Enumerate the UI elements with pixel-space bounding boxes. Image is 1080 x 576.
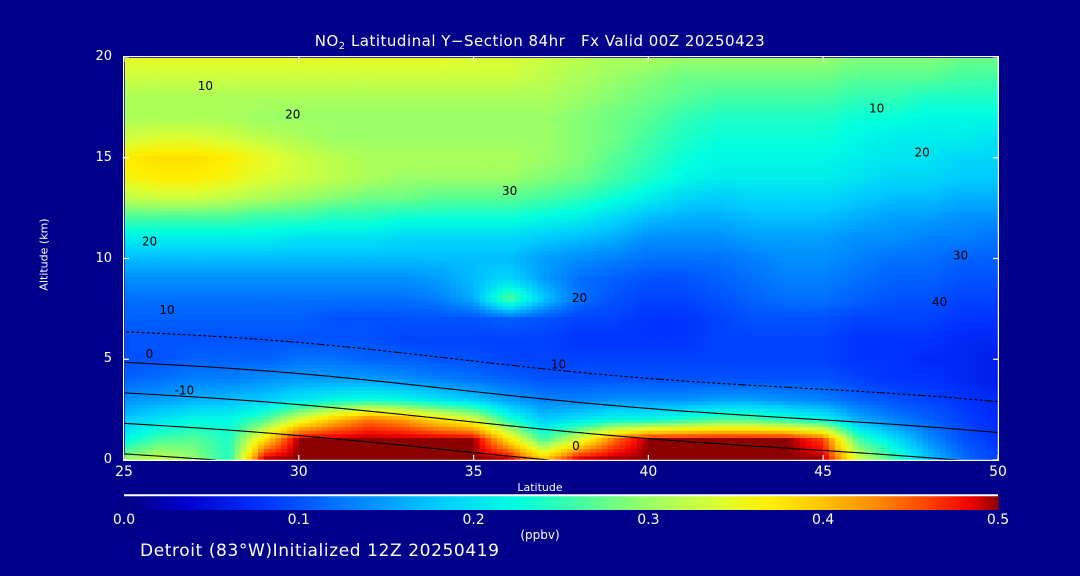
colorbar-tick-label: 0.5 (986, 512, 1010, 528)
title-subscript: 2 (338, 41, 346, 52)
contour-label: 30 (953, 249, 968, 263)
contour-label: 10 (159, 303, 174, 317)
x-tick-label: 45 (814, 464, 833, 480)
y-tick-label: 0 (103, 452, 112, 467)
colorbar-tick-label: 0.4 (812, 512, 835, 528)
contour-label: 0 (146, 347, 154, 361)
figure-title: NO2 Latitudinal Y−Section 84hr Fx Valid … (0, 32, 1080, 52)
colorbar-tick-label: 0.0 (112, 512, 136, 528)
figure-footer: Detroit (83°W)Initialized 12Z 20250419 (140, 541, 500, 561)
x-tick-label: 40 (639, 464, 658, 480)
y-axis-label: Altitude (km) (37, 218, 51, 291)
y-tick-label: 15 (95, 149, 112, 165)
plot-frame (123, 56, 999, 461)
cross-section-plot: 10 20 20 10 0 -10 30 20 10 0 10 20 30 40 (123, 56, 999, 461)
x-tick-label: 25 (115, 464, 133, 480)
y-tick-label: 5 (103, 351, 112, 367)
colorbar-tick-label: 0.2 (462, 512, 485, 528)
colorbar-tick-label: 0.1 (287, 512, 310, 528)
colorbar-tick-label: 0.3 (637, 512, 660, 528)
contour-label: 20 (572, 291, 587, 305)
x-axis-label: Latitude (517, 481, 563, 494)
colorbar (124, 494, 999, 510)
contour-label: 40 (932, 295, 947, 309)
x-tick-label: 50 (989, 464, 1007, 480)
title-remainder: Latitudinal Y−Section 84hr Fx Valid 00Z … (345, 32, 766, 50)
contour-label: 20 (142, 234, 157, 248)
contour-label: 30 (502, 184, 517, 198)
y-tick-label: 10 (95, 250, 112, 266)
title-species: NO (314, 32, 339, 50)
colorbar-unit-label: (ppbv) (520, 528, 560, 542)
contour-label: 10 (198, 79, 213, 93)
contour-label: -10 (175, 384, 195, 398)
contour-label: 20 (285, 107, 300, 121)
x-tick-label: 35 (464, 464, 483, 480)
contour-label: 20 (914, 146, 929, 160)
y-tick-label: 20 (95, 49, 112, 64)
contour-label: 0 (572, 439, 580, 453)
contour-label: 10 (869, 101, 884, 115)
contour-label: 10 (551, 357, 566, 371)
x-tick-label: 30 (289, 464, 308, 480)
